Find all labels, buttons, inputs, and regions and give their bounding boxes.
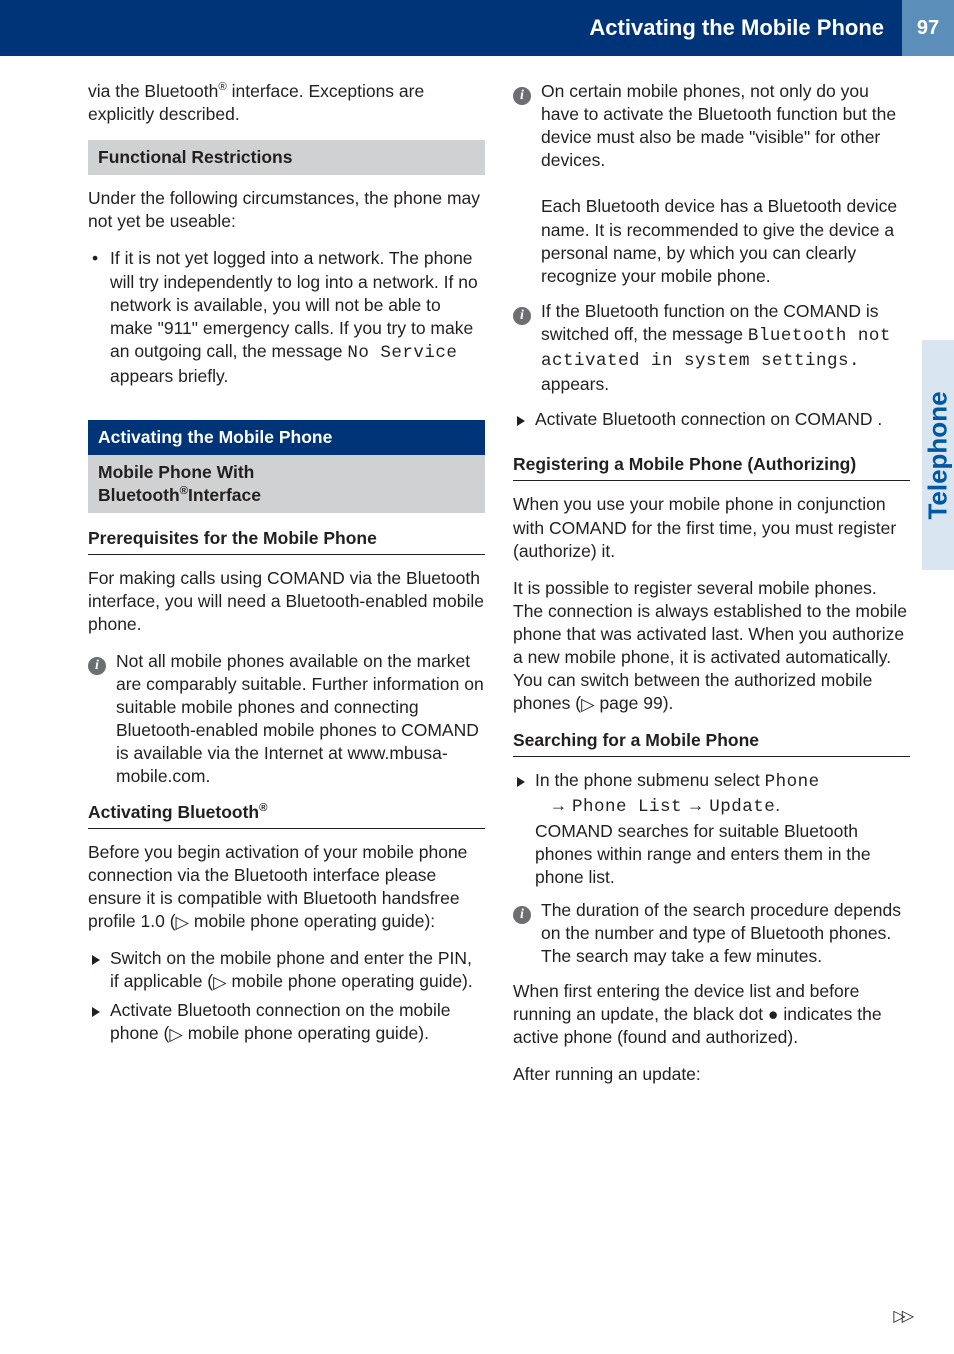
list-text: In the phone submenu select Phone → Phon… (535, 769, 910, 888)
bullet-marker: • (92, 247, 110, 388)
left-column: via the Bluetooth® interface. Exceptions… (88, 80, 485, 1100)
info-note: i On certain mobile phones, not only do … (513, 80, 910, 288)
rule (513, 480, 910, 481)
page-header: Activating the Mobile Phone 97 (0, 0, 954, 56)
heading-searching: Searching for a Mobile Phone (513, 729, 910, 752)
list-text: Activate Bluetooth connection on COMAND … (535, 408, 882, 431)
info-icon: i (513, 906, 531, 924)
section-activating-mobile: Activating the Mobile Phone (88, 420, 485, 455)
triangle-icon (517, 408, 535, 431)
body-text: Under the following circumstances, the p… (88, 187, 485, 233)
continue-icon: ▷▷ (893, 1306, 910, 1326)
info-note: i Not all mobile phones available on the… (88, 650, 485, 789)
body-text: For making calls using COMAND via the Bl… (88, 567, 485, 636)
info-icon: i (88, 657, 106, 675)
rule (513, 756, 910, 757)
info-note: i The duration of the search procedure d… (513, 899, 910, 968)
page-number: 97 (902, 0, 954, 56)
info-text: On certain mobile phones, not only do yo… (541, 80, 910, 288)
right-column: i On certain mobile phones, not only do … (513, 80, 910, 1100)
triangle-icon (92, 947, 110, 993)
heading-registering: Registering a Mobile Phone (Authorizing) (513, 453, 910, 476)
body-text: It is possible to register several mobil… (513, 577, 910, 716)
section-tab-label: Telephone (923, 391, 954, 519)
body-text: After running an update: (513, 1063, 910, 1086)
triangle-icon (517, 769, 535, 888)
body-text: When first entering the device list and … (513, 980, 910, 1049)
info-note: i If the Bluetooth function on the COMAN… (513, 300, 910, 396)
list-text: Activate Bluetooth connection on the mob… (110, 999, 485, 1045)
list-text: If it is not yet logged into a network. … (110, 247, 485, 388)
info-text: If the Bluetooth function on the COMAND … (541, 300, 910, 396)
section-tab: Telephone (922, 340, 954, 570)
info-icon: i (513, 87, 531, 105)
list-text: Switch on the mobile phone and enter the… (110, 947, 485, 993)
info-icon: i (513, 307, 531, 325)
info-text: Not all mobile phones available on the m… (116, 650, 485, 789)
rule (88, 554, 485, 555)
list-item: Switch on the mobile phone and enter the… (88, 947, 485, 993)
heading-prerequisites: Prerequisites for the Mobile Phone (88, 527, 485, 550)
list-item: Activate Bluetooth connection on COMAND … (513, 408, 910, 431)
list-item: In the phone submenu select Phone → Phon… (513, 769, 910, 888)
subsection-bt-interface: Mobile Phone WithBluetooth®Interface (88, 455, 485, 513)
body-text: When you use your mobile phone in conjun… (513, 493, 910, 562)
list-item: • If it is not yet logged into a network… (88, 247, 485, 388)
list-item: Activate Bluetooth connection on the mob… (88, 999, 485, 1045)
page-content: via the Bluetooth® interface. Exceptions… (0, 56, 954, 1100)
intro-text: via the Bluetooth® interface. Exceptions… (88, 80, 485, 126)
body-text: Before you begin activation of your mobi… (88, 841, 485, 933)
heading-activating-bt: Activating Bluetooth® (88, 801, 485, 824)
triangle-icon (92, 999, 110, 1045)
rule (88, 828, 485, 829)
section-functional-restrictions: Functional Restrictions (88, 140, 485, 175)
header-title: Activating the Mobile Phone (589, 15, 902, 41)
info-text: The duration of the search procedure dep… (541, 899, 910, 968)
